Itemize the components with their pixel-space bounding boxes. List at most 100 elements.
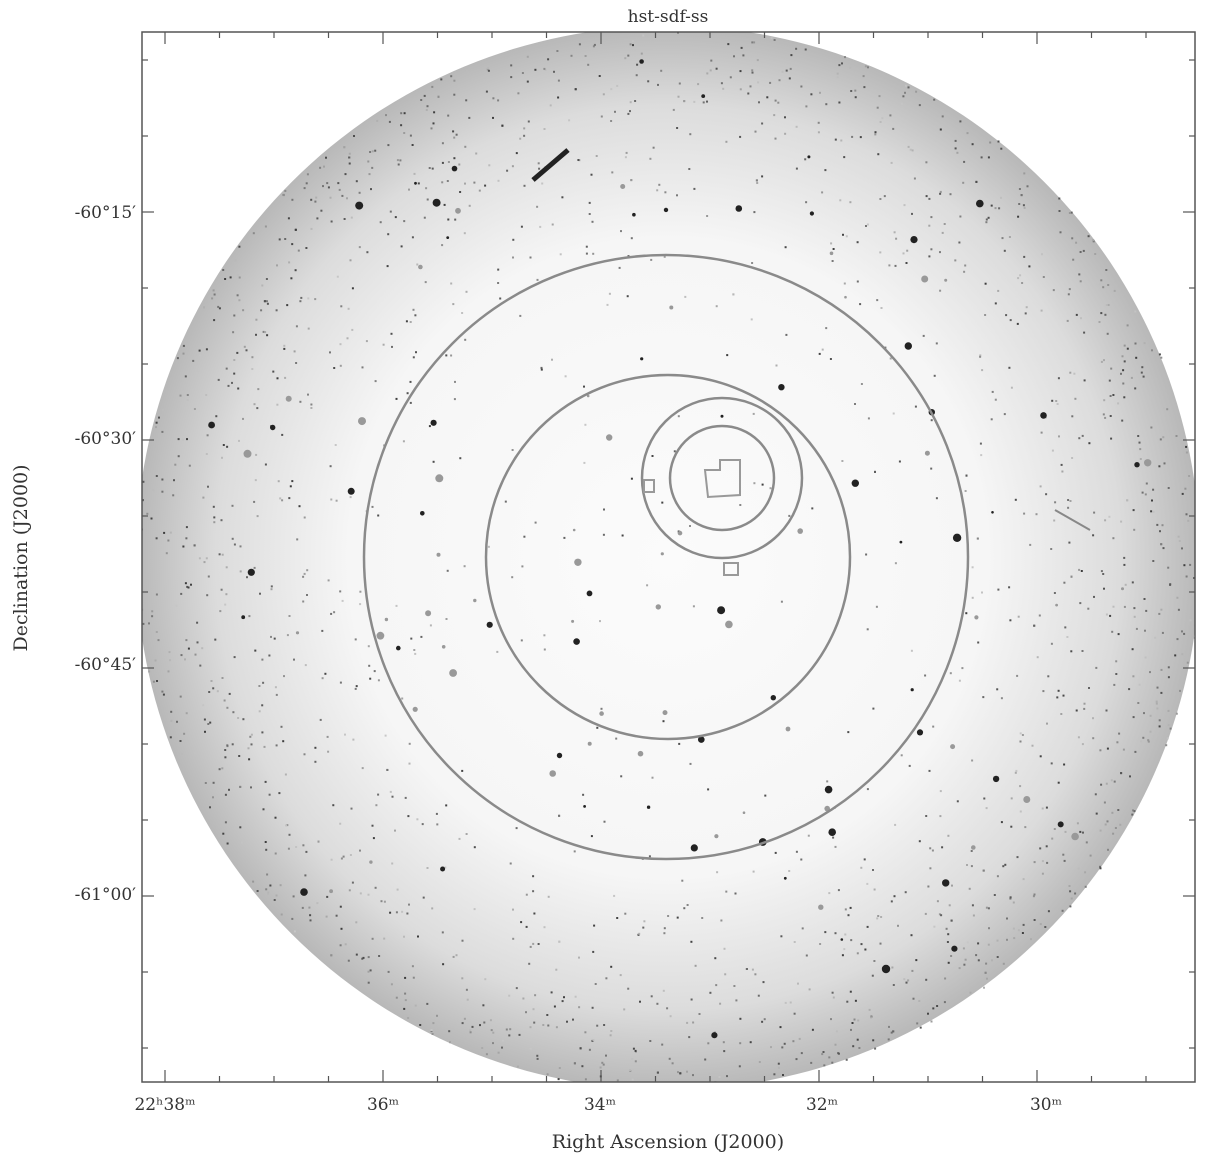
noise-speck [593, 925, 595, 927]
noise-speck [790, 68, 792, 70]
noise-speck [975, 181, 977, 183]
noise-speck [304, 753, 306, 755]
noise-speck [957, 800, 959, 802]
noise-speck [228, 385, 230, 387]
noise-speck [360, 892, 362, 894]
noise-speck [940, 129, 942, 131]
noise-speck [861, 943, 863, 945]
noise-speck [899, 461, 901, 463]
noise-speck [936, 1005, 938, 1007]
noise-speck [521, 639, 523, 641]
noise-speck [207, 723, 209, 725]
noise-speck [359, 246, 361, 248]
noise-speck [214, 639, 216, 641]
noise-speck [331, 221, 333, 223]
noise-speck [310, 199, 312, 201]
noise-speck [350, 259, 352, 261]
noise-speck [475, 153, 477, 155]
noise-speck [304, 874, 306, 876]
noise-speck [614, 111, 616, 113]
noise-speck [740, 70, 742, 72]
noise-speck [677, 917, 679, 919]
noise-speck [800, 86, 802, 88]
noise-speck [905, 891, 907, 893]
noise-speck [308, 907, 310, 909]
noise-speck [177, 357, 179, 359]
noise-speck [1051, 762, 1053, 764]
noise-speck [1116, 741, 1118, 743]
noise-speck [908, 86, 910, 88]
noise-speck [781, 601, 783, 603]
noise-speck [784, 133, 786, 135]
noise-speck [600, 1067, 602, 1069]
noise-speck [237, 388, 239, 390]
noise-speck [429, 425, 431, 427]
noise-speck [458, 164, 460, 166]
noise-speck [347, 337, 349, 339]
star [950, 744, 955, 749]
noise-speck [405, 797, 407, 799]
noise-speck [492, 1042, 494, 1044]
noise-speck [1143, 376, 1145, 378]
noise-speck [1071, 212, 1073, 214]
noise-speck [319, 167, 321, 169]
noise-speck [624, 57, 626, 59]
noise-speck [723, 1041, 725, 1043]
noise-speck [240, 545, 242, 547]
noise-speck [395, 216, 397, 218]
noise-speck [324, 673, 326, 675]
noise-speck [751, 41, 753, 43]
noise-speck [611, 171, 613, 173]
noise-speck [587, 64, 589, 66]
noise-speck [1132, 581, 1134, 583]
noise-speck [265, 464, 267, 466]
noise-speck [987, 173, 989, 175]
noise-speck [320, 719, 322, 721]
noise-speck [725, 891, 727, 893]
noise-speck [424, 95, 426, 97]
noise-speck [1069, 212, 1071, 214]
star [951, 946, 957, 952]
noise-speck [991, 959, 993, 961]
noise-speck [433, 122, 435, 124]
noise-speck [1020, 732, 1022, 734]
noise-speck [1004, 413, 1006, 415]
noise-speck [601, 116, 603, 118]
noise-speck [530, 1048, 532, 1050]
noise-speck [911, 970, 913, 972]
noise-speck [1110, 368, 1112, 370]
noise-speck [1186, 576, 1188, 578]
noise-speck [372, 938, 374, 940]
noise-speck [857, 1039, 859, 1041]
noise-speck [663, 990, 665, 992]
noise-speck [1115, 673, 1117, 675]
star [786, 727, 791, 732]
noise-speck [646, 584, 648, 586]
noise-speck [753, 413, 755, 415]
noise-speck [1001, 821, 1003, 823]
noise-speck [272, 371, 274, 373]
noise-speck [213, 521, 215, 523]
noise-speck [501, 125, 503, 127]
noise-speck [448, 161, 450, 163]
noise-speck [345, 173, 347, 175]
noise-speck [369, 173, 371, 175]
noise-speck [180, 696, 182, 698]
noise-speck [997, 290, 999, 292]
noise-speck [852, 1022, 854, 1024]
noise-speck [516, 152, 518, 154]
noise-speck [1057, 403, 1059, 405]
noise-speck [642, 35, 644, 37]
noise-speck [750, 85, 752, 87]
noise-speck [925, 979, 927, 981]
star [348, 488, 355, 495]
noise-speck [610, 88, 612, 90]
noise-speck [603, 93, 605, 95]
noise-speck [1143, 712, 1145, 714]
noise-speck [239, 277, 241, 279]
noise-speck [558, 1078, 560, 1080]
noise-speck [264, 331, 266, 333]
noise-speck [940, 191, 942, 193]
noise-speck [388, 971, 390, 973]
noise-speck [558, 815, 560, 817]
